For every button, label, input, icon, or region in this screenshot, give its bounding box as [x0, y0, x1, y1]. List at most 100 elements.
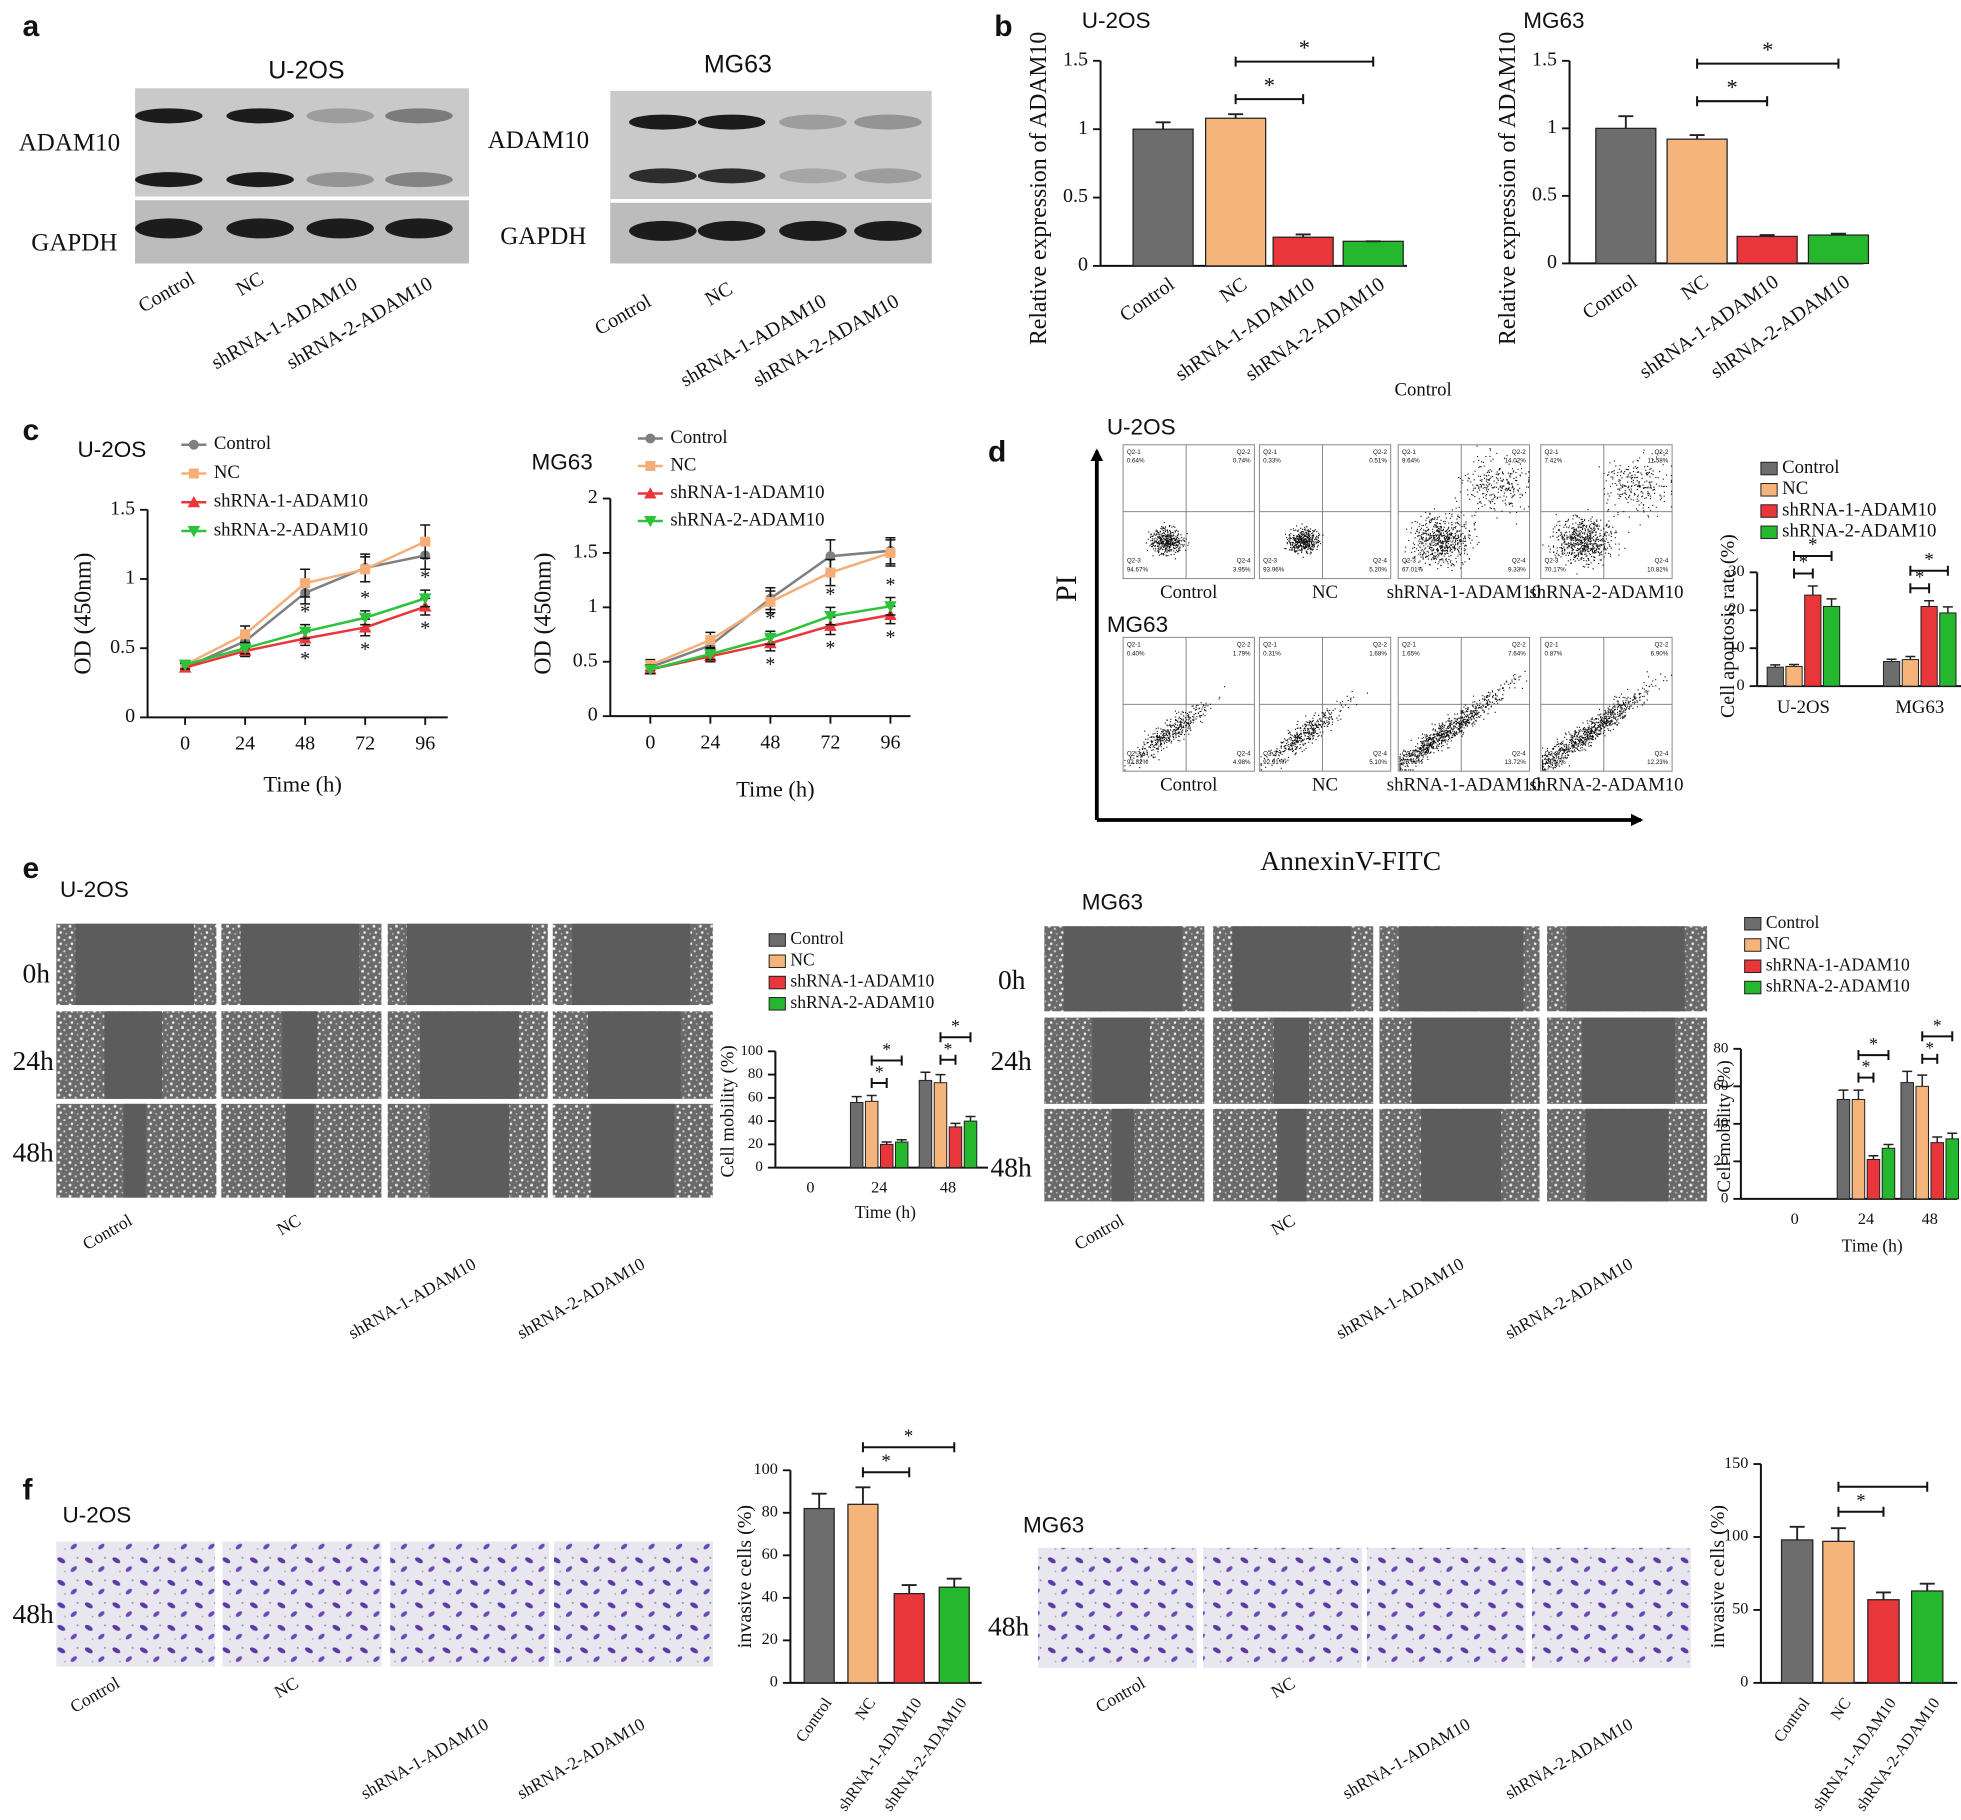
error-bar: [851, 1095, 862, 1103]
quadrant-name: Q2-1: [1545, 449, 1559, 456]
time-label: 0h: [998, 964, 1026, 995]
blot-title: MG63: [704, 50, 772, 78]
legend-swatch: [1760, 504, 1778, 518]
bar: [1945, 1138, 1959, 1200]
bar: [1785, 665, 1803, 687]
blot-band: [226, 172, 294, 188]
blot-band: [385, 218, 453, 239]
y-tick-label: 0: [588, 704, 598, 726]
image-row-title: MG63: [1023, 1513, 1084, 1538]
blot-band: [135, 108, 203, 124]
y-tick-label: 10: [1728, 638, 1744, 656]
error-bar: [896, 1138, 907, 1143]
blot-band: [306, 172, 374, 188]
significance-label: *: [875, 1062, 884, 1082]
significance-label: *: [765, 653, 775, 675]
flow-plot-label: shRNA-2-ADAM10: [1529, 774, 1683, 795]
x-tick-label: 0: [1791, 1210, 1799, 1228]
bar: [864, 1100, 879, 1169]
x-tick-label: shRNA-2-ADAM10: [879, 1695, 970, 1815]
quadrant-value: 12.23%: [1647, 759, 1669, 766]
protein-label: GAPDH: [500, 223, 586, 250]
quadrant-name: Q2-1: [1263, 642, 1277, 649]
panel-label: e: [23, 852, 40, 885]
bar: [1910, 1590, 1944, 1684]
legend-label: shRNA-1-ADAM10: [1766, 954, 1910, 974]
bar: [1204, 117, 1267, 267]
x-tick-label: 24: [1858, 1210, 1874, 1228]
lane-label: shRNA-1-ADAM10: [1333, 1253, 1468, 1342]
time-label: 48h: [988, 1610, 1030, 1641]
marker: [825, 551, 836, 562]
error-bar: [1689, 134, 1705, 140]
wound-gap: [1092, 1017, 1150, 1104]
wound-gap: [429, 1103, 510, 1198]
wound-gap: [1566, 926, 1685, 1012]
bar: [1930, 1142, 1944, 1200]
marker: [644, 664, 657, 676]
marker: [188, 439, 199, 450]
marker: [358, 612, 372, 625]
lane-label: Control: [591, 290, 655, 340]
error-bar: [1789, 1525, 1805, 1540]
flow-events: [1260, 690, 1369, 771]
quadrant-name: Q2-4: [1512, 558, 1526, 565]
blot-band: [854, 168, 922, 184]
x-tick-label: 0: [180, 733, 190, 755]
quadrant-name: Q2-3: [1545, 558, 1559, 565]
lane-label: Control: [66, 1672, 122, 1716]
error-bar: [811, 1492, 827, 1509]
lane-label: NC: [271, 1673, 302, 1702]
bar: [1866, 1159, 1881, 1200]
panel-label: b: [994, 10, 1012, 43]
y-tick-label: 100: [754, 1460, 778, 1478]
significance-label: *: [420, 618, 430, 640]
transwell-image: [390, 1541, 550, 1667]
y-tick-label: 0: [1740, 1673, 1748, 1691]
marker: [824, 611, 837, 623]
legend-swatch: [1744, 980, 1762, 995]
significance-label: *: [1915, 567, 1924, 588]
y-axis-label: invasive cells (%): [734, 1505, 756, 1648]
y-axis-label: Cell mobility (%): [717, 1045, 738, 1177]
quadrant-name: Q2-4: [1237, 750, 1251, 757]
x-tick-label: 48: [1922, 1210, 1938, 1228]
significance-label: *: [1925, 1038, 1934, 1058]
blot-band: [629, 168, 697, 184]
significance-label: *: [300, 601, 310, 623]
error-bar: [1919, 1582, 1935, 1591]
legend-swatch: [768, 933, 786, 947]
legend-swatch: [1760, 483, 1778, 497]
significance-label: *: [882, 1040, 891, 1060]
error-bar: [1905, 655, 1916, 660]
error-bar: [1228, 113, 1244, 119]
marker: [178, 659, 192, 672]
quadrant-value: 4.98%: [1233, 759, 1251, 766]
error-bar: [1826, 598, 1837, 607]
lane-label: Control: [135, 267, 199, 317]
x-tick-label: shRNA-1-ADAM10: [834, 1695, 925, 1815]
marker: [238, 643, 252, 655]
bar: [1595, 127, 1657, 265]
y-tick-label: 1.5: [1532, 48, 1557, 70]
quadrant-value: 7.42%: [1545, 458, 1563, 465]
transwell-image: [554, 1541, 713, 1667]
error-bar: [866, 1094, 877, 1102]
significance-label: *: [420, 566, 430, 588]
significance-label: *: [360, 587, 370, 609]
quadrant-name: Q2-1: [1127, 642, 1141, 649]
y-tick-label: 80: [748, 1066, 763, 1082]
bar: [948, 1126, 963, 1169]
marker: [704, 649, 717, 661]
blot-band: [306, 218, 374, 239]
y-tick-label: 0: [1737, 676, 1745, 694]
legend-label: shRNA-2-ADAM10: [214, 519, 368, 540]
y-tick-label: 1: [1547, 116, 1557, 138]
x-tick-label: 24: [235, 733, 255, 755]
significance-label: *: [1762, 37, 1773, 62]
error-bar: [1902, 1070, 1913, 1083]
bar: [918, 1079, 933, 1169]
legend-swatch: [768, 954, 786, 969]
error-bar: [901, 1584, 917, 1594]
